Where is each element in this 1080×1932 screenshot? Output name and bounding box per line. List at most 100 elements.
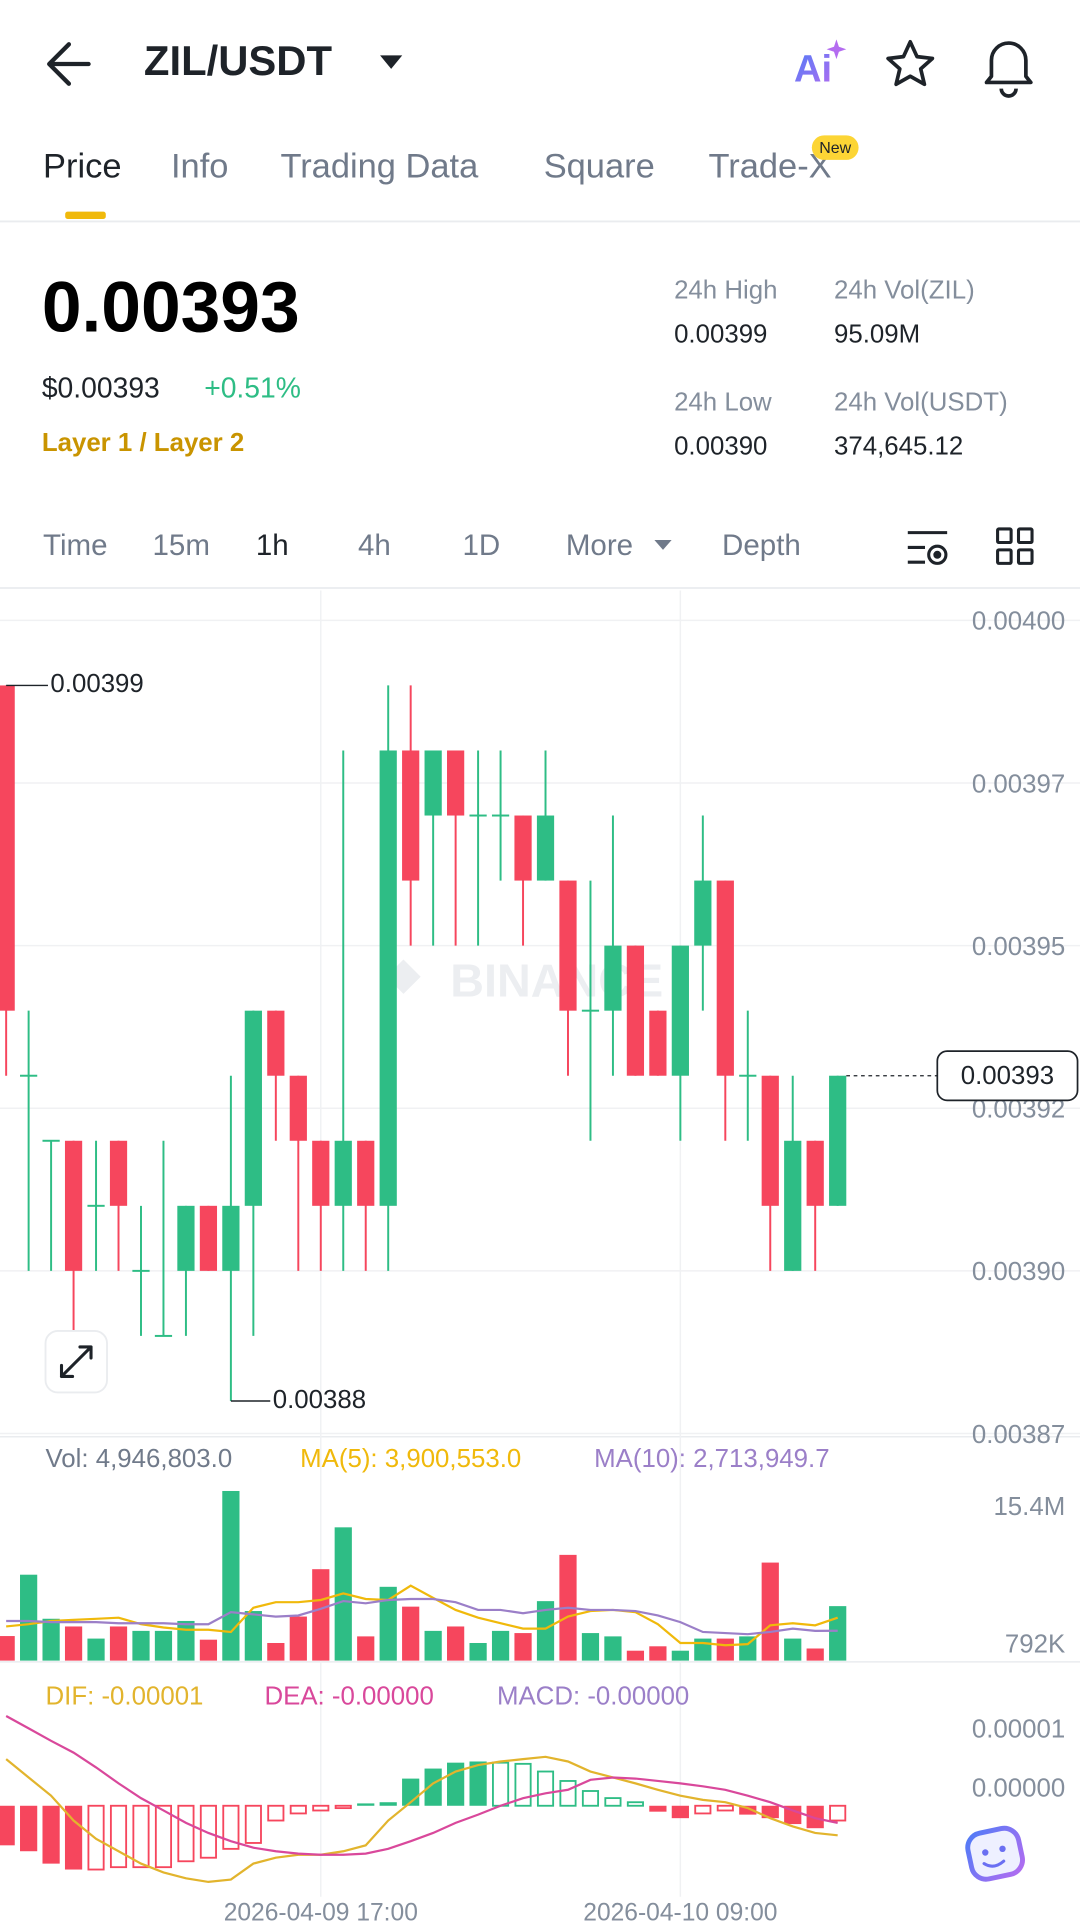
tab[interactable]: Trading Data (280, 148, 479, 186)
macd-bar (492, 1761, 510, 1807)
candle-body (649, 1010, 667, 1076)
macd-bar (671, 1805, 689, 1819)
high-label: 0.00399 (50, 670, 143, 698)
candle-body (132, 1269, 150, 1272)
volume-bar (694, 1638, 712, 1661)
candle-body (289, 1075, 307, 1141)
volume-bar (357, 1636, 375, 1661)
candle-body (447, 750, 465, 816)
macd-bar (267, 1804, 285, 1822)
volume-bar (536, 1601, 555, 1661)
stat-value: 0.00399 (674, 321, 767, 349)
volume-bar (784, 1638, 802, 1661)
interval[interactable]: 1D (463, 529, 501, 562)
category-tags[interactable]: Layer 1 / Layer 2 (42, 429, 244, 457)
volume-bar (244, 1611, 262, 1661)
layout-button[interactable] (996, 527, 1034, 565)
macd-bar (109, 1804, 128, 1869)
tab[interactable]: Price (43, 148, 121, 186)
ai-sparkle (826, 39, 847, 60)
alert-button[interactable] (984, 41, 1033, 98)
new-badge-text: New (819, 140, 851, 157)
macd-bar (739, 1805, 757, 1815)
legend-entry: DEA: -0.00000 (264, 1682, 433, 1710)
volume-bar (604, 1636, 622, 1661)
tab-indicator (65, 211, 106, 219)
macd-bar (154, 1804, 173, 1869)
candle-body (671, 945, 689, 1076)
macd-bar (379, 1802, 397, 1806)
macd-bar (334, 1804, 352, 1810)
candle-body (20, 1074, 38, 1077)
volume-bar (716, 1638, 734, 1661)
tab[interactable]: Square (544, 148, 655, 186)
interval[interactable]: 1h (256, 529, 289, 562)
interval[interactable]: Time (43, 529, 108, 562)
legend-entry: MACD: -0.00000 (497, 1682, 689, 1710)
y-tick-label: 792K (1005, 1631, 1065, 1659)
price-change: +0.51% (204, 371, 301, 403)
macd-bar (244, 1804, 262, 1844)
stat-value: 374,645.12 (834, 433, 963, 461)
interval[interactable]: 4h (358, 529, 391, 562)
candle-body (402, 750, 420, 881)
volume-bar (739, 1636, 757, 1661)
candle-body (761, 1075, 779, 1206)
volume-bar (154, 1630, 173, 1661)
macd-bar (42, 1805, 60, 1864)
last-price-label: 0.00393 (961, 1062, 1054, 1090)
candle-body (64, 1140, 83, 1271)
macd-bar (20, 1805, 38, 1852)
interval[interactable]: Depth (722, 529, 801, 562)
macd-bar (536, 1770, 555, 1807)
fullscreen-button[interactable] (44, 1330, 108, 1394)
tab[interactable]: Trade-X (709, 148, 832, 186)
volume-bar (222, 1490, 240, 1661)
ai-button[interactable]: Ai (794, 47, 832, 90)
new-badge (811, 135, 859, 160)
back-button[interactable] (47, 42, 91, 86)
volume-bar (87, 1638, 105, 1661)
candle-body (357, 1140, 375, 1206)
favorite-button[interactable] (886, 40, 935, 87)
volume-bar (64, 1626, 83, 1661)
candle-body (491, 814, 510, 817)
y-tick-label: 0.00390 (972, 1258, 1065, 1286)
y-tick-label: 0.00400 (972, 608, 1065, 636)
volume-bar (289, 1616, 307, 1661)
more-dropdown[interactable] (654, 540, 672, 550)
pair-title[interactable]: ZIL/USDT (144, 37, 333, 84)
candle-body (199, 1205, 218, 1271)
volume-bar (491, 1630, 510, 1661)
candle-body (604, 945, 622, 1011)
macd-line (5, 1715, 838, 1856)
pair-dropdown[interactable] (380, 55, 403, 69)
candle-body (469, 814, 487, 817)
chart-settings-button[interactable] (907, 531, 948, 565)
candle-body (109, 1140, 128, 1206)
tab[interactable]: Info (171, 148, 228, 186)
macd-bar (0, 1805, 15, 1846)
stat-label: 24h Vol(ZIL) (834, 276, 975, 304)
candle-body (784, 1140, 802, 1271)
ma-line (6, 1597, 838, 1636)
volume-bar (626, 1650, 645, 1661)
last-price: 0.00393 (42, 267, 300, 347)
interval[interactable]: More (566, 529, 633, 562)
volume-bar (132, 1630, 150, 1661)
ma-line (6, 1584, 839, 1647)
macd-bar (559, 1780, 577, 1807)
candle-body (177, 1205, 195, 1271)
macd-bar (289, 1804, 307, 1815)
interval[interactable]: 15m (153, 529, 210, 562)
candle-body (42, 1139, 60, 1142)
volume-bar (379, 1586, 397, 1661)
volume-bar (267, 1642, 285, 1661)
candle-body (222, 1205, 240, 1271)
candle-body (312, 1140, 330, 1206)
assistant-button[interactable] (965, 1825, 1025, 1882)
macd-bar (424, 1768, 442, 1806)
y-tick-label: 0.00397 (972, 770, 1065, 798)
